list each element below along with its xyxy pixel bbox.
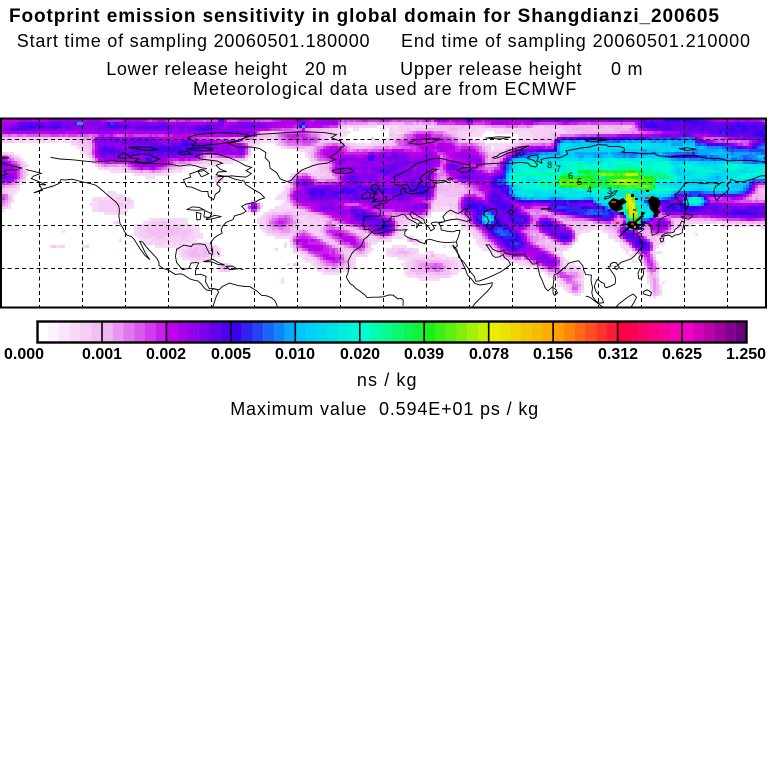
svg-text:8: 8 [547, 160, 552, 170]
svg-text:10: 10 [514, 148, 524, 158]
svg-text:5: 5 [577, 177, 582, 187]
svg-text:3: 3 [607, 186, 612, 196]
svg-text:4: 4 [587, 185, 592, 195]
svg-text:6: 6 [568, 171, 573, 181]
svg-text:7: 7 [556, 164, 561, 174]
